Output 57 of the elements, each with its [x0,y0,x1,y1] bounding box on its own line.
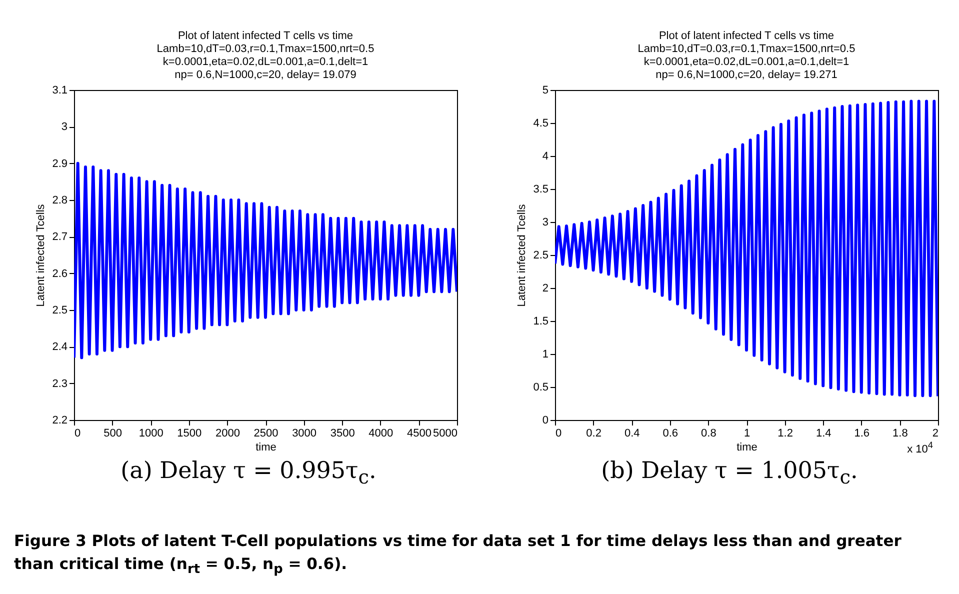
x-axis-title: time [256,442,276,454]
x-tick-label: 1000 [138,428,164,440]
x-tick-label: 1 [744,428,750,440]
x-tick-label: 0.8 [701,428,716,440]
x-tick-label: 4500 [406,428,432,440]
y-tick-label: 1.5 [533,316,548,328]
x-tick-label: 0 [556,428,562,440]
x-tick-label: 0.2 [586,428,602,440]
chart-title: Plot of latent infected T cells vs time [178,30,354,42]
y-tick-label: 2.5 [533,250,548,262]
y-axis-title: Latent infected Tcells [35,204,48,307]
x-tick-label: 5000 [433,428,458,440]
x-tick-label: 2000 [215,428,240,440]
x-tick-label: 0.6 [662,428,678,440]
x-tick-label: 1.2 [778,428,793,440]
x-tick-label: 4000 [368,428,394,440]
y-tick-label: 4.5 [533,118,548,130]
x-tick-label: 1.8 [892,428,908,440]
x-tick-label: 2 [932,428,938,440]
y-tick-label: 4 [542,150,548,162]
y-tick-label: 2.3 [52,378,68,390]
y-tick-label: 2.2 [52,414,68,426]
y-tick-label: 3 [61,121,68,134]
chart-subtitle: Lamb=10,dT=0.03,r=0.1,Tmax=1500,nrt=0.5 k=0.0001,eta=0.02,dL=0.001,a=0.1,delt=1 np= 0.6,N=1000,c=20, delay= 19.079 [156,43,374,81]
y-tick-label: 2.6 [52,268,68,280]
x-tick-label: 0.4 [624,428,640,440]
y-tick-label: 5 [542,84,548,96]
line-series [555,100,938,398]
y-tick-label: 3.1 [52,84,68,96]
line-series [74,162,457,360]
x-tick-label: 1.6 [854,428,870,440]
x-tick-label: 3000 [292,428,317,440]
y-tick-label: 2 [542,282,548,294]
x-tick-label: 1500 [177,428,202,440]
y-tick-label: 1 [542,348,548,360]
chart-subtitle: Lamb=10,dT=0.03,r=0.1,Tmax=1500,nrt=0.5 k=0.0001,eta=0.02,dL=0.001,a=0.1,delt=1 np= 0.6,N=1000,c=20, delay= 19.271 [638,43,856,81]
caption: Figure 3 Plots of latent T-Cell populations vs time for data set 1 for time delays less than and greater than critical time (n$_{rt}$ = 0.5, n$_{p}$ = 0.6). [14,531,902,580]
x-tick-label: 500 [104,428,122,440]
y-tick-label: 2.9 [52,158,68,170]
y-tick-label: 2.7 [52,231,68,244]
y-axis-title: Latent infected Tcells [516,204,528,307]
chart-title: Plot of latent infected T cells vs time [658,30,834,42]
y-tick-label: 2.5 [52,304,68,316]
text: (b) Delay τ = 1.005τ$_{c}$. [600,458,859,489]
x-tick-label: 2500 [254,428,278,440]
x-tick-label: 3500 [330,428,355,440]
y-tick-label: 0.5 [533,382,548,394]
y-tick-label: 2.4 [52,341,68,354]
y-tick-label: 0 [542,414,548,426]
x-tick-label: 0 [74,428,81,440]
text: (a) Delay τ = 0.995τ$_{c}$. [120,458,378,489]
y-tick-label: 2.8 [52,194,68,206]
y-tick-label: 3 [542,216,548,228]
x-axis-title: time [736,442,758,454]
text: x 10$^{4}$ [907,440,933,456]
y-tick-label: 3.5 [533,184,548,196]
x-tick-label: 1.4 [816,428,832,440]
